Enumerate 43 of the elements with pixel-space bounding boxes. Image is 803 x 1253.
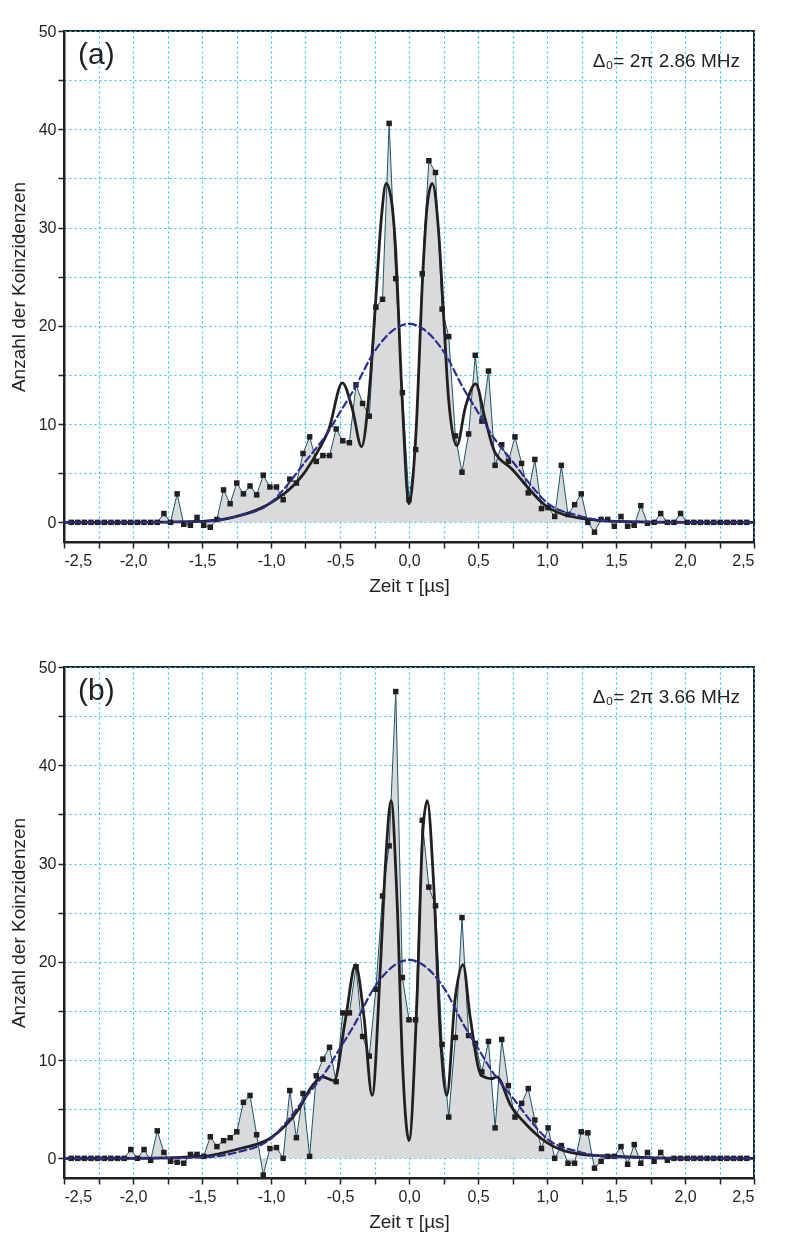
x-tick-label: 1,0 xyxy=(536,551,559,569)
y-tick-label: 50 xyxy=(38,22,57,40)
x-tick-label: 1,5 xyxy=(605,551,628,569)
annotation: (b) xyxy=(78,673,115,706)
x-axis-title: Zeit τ [µs] xyxy=(369,1210,450,1232)
x-tick-label: -2,0 xyxy=(119,1187,148,1205)
x-tick-label: 2,0 xyxy=(674,551,697,569)
x-tick-label: -2,5 xyxy=(64,551,93,569)
x-tick-label: -2,0 xyxy=(119,551,148,569)
annotation: Δ₀= 2π 2.86 MHz xyxy=(592,50,740,71)
y-tick-label: 20 xyxy=(38,953,57,971)
y-tick-label: 40 xyxy=(38,756,57,774)
x-tick-label: -1,0 xyxy=(257,551,286,569)
y-tick-label: 40 xyxy=(38,120,57,138)
x-tick-label: 0,5 xyxy=(467,551,490,569)
annotation: Δ₀= 2π 3.66 MHz xyxy=(592,686,740,707)
x-tick-label: -1,5 xyxy=(188,1187,217,1205)
x-tick-label: -2,5 xyxy=(64,1187,93,1205)
y-axis-title: Anzahl der Koinzidenzen xyxy=(7,181,29,393)
x-tick-label: -1,5 xyxy=(188,551,217,569)
x-tick-label: 0,0 xyxy=(398,551,421,569)
y-tick-label: 20 xyxy=(38,317,57,335)
y-tick-label: 0 xyxy=(47,1149,57,1167)
x-tick-label: 1,0 xyxy=(536,1187,559,1205)
y-tick-label: 30 xyxy=(38,855,57,873)
x-tick-label: -1,0 xyxy=(257,1187,286,1205)
line-series xyxy=(62,958,756,1160)
y-tick-label: 10 xyxy=(38,1051,57,1069)
x-tick-label: -0,5 xyxy=(326,551,355,569)
x-tick-label: 2,5 xyxy=(732,1187,755,1205)
x-axis-title: Zeit τ [µs] xyxy=(369,574,450,596)
x-tick-label: 2,0 xyxy=(674,1187,697,1205)
x-tick-label: 1,5 xyxy=(605,1187,628,1205)
y-axis-title: Anzahl der Koinzidenzen xyxy=(7,817,29,1029)
x-tick-label: 0,0 xyxy=(398,1187,421,1205)
x-tick-label: -0,5 xyxy=(326,1187,355,1205)
y-tick-label: 0 xyxy=(47,513,57,531)
y-tick-label: 10 xyxy=(38,415,57,433)
y-tick-label: 30 xyxy=(38,219,57,237)
x-tick-label: 2,5 xyxy=(732,551,755,569)
annotation: (a) xyxy=(78,37,115,70)
x-tick-label: 0,5 xyxy=(467,1187,490,1205)
y-tick-label: 50 xyxy=(38,658,57,676)
